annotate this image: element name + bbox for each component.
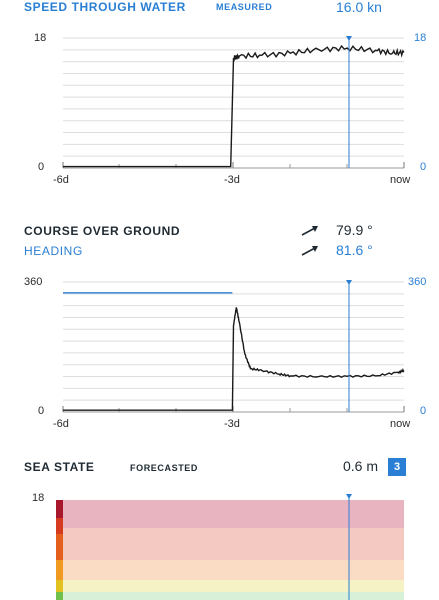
sea-state-value: 0.6 m [343, 458, 379, 474]
sea-band [63, 580, 404, 592]
speed-title: SPEED THROUGH WATER [24, 0, 186, 14]
sea-state-title: SEA STATE [24, 460, 95, 474]
sea-band [63, 528, 404, 560]
sea-scale-segment [56, 580, 63, 592]
course-x-label-start: -6d [53, 418, 69, 430]
sea-band [63, 560, 404, 580]
speed-value: 16.0 kn [336, 0, 382, 15]
cog-arrow-icon [301, 223, 319, 242]
course-ymin-label: 0 [38, 405, 45, 417]
speed-ymin-right-label: 0 [420, 161, 427, 173]
sea-state-chart[interactable] [0, 490, 439, 600]
sea-cursor-marker [346, 494, 352, 499]
heading-value: 81.6 ° [336, 242, 373, 258]
speed-series-line [63, 44, 405, 168]
sea-ymax-label: 18 [32, 492, 45, 504]
heading-label: HEADING [24, 244, 83, 258]
course-x-label-mid: -3d [224, 418, 240, 430]
speed-x-label-end: now [390, 174, 411, 186]
sea-state-badge: 3 [388, 458, 406, 476]
sea-band [63, 592, 404, 600]
speed-ymax-right-label: 18 [414, 32, 427, 44]
course-x-ticks [62, 406, 405, 412]
course-cursor-marker [346, 280, 352, 285]
cog-label: COURSE OVER GROUND [24, 224, 181, 238]
course-x-label-end: now [390, 418, 411, 430]
speed-ymin-label: 0 [38, 161, 45, 173]
speed-ymax-label: 18 [34, 32, 47, 44]
heading-arrow-icon [301, 243, 319, 262]
cog-value: 79.9 ° [336, 222, 373, 238]
speed-cursor-marker [346, 36, 352, 41]
speed-measured-tag: MEASURED [216, 2, 273, 12]
sea-band [63, 500, 404, 528]
sea-scale-segment [56, 534, 63, 560]
sea-scale-segment [56, 500, 63, 518]
course-chart[interactable] [0, 0, 439, 440]
sea-scale-segment [56, 560, 63, 580]
course-ymin-right-label: 0 [420, 405, 427, 417]
sea-scale-segment [56, 518, 63, 534]
speed-x-label-mid: -3d [224, 174, 240, 186]
sea-state-forecasted-tag: FORECASTED [130, 463, 199, 473]
sea-scale-segment [56, 592, 63, 600]
cog-series-line [63, 307, 405, 411]
speed-x-label-start: -6d [53, 174, 69, 186]
course-ymax-right-label: 360 [408, 276, 427, 288]
speed-chart[interactable] [0, 0, 439, 200]
course-ymax-label: 360 [24, 276, 43, 288]
